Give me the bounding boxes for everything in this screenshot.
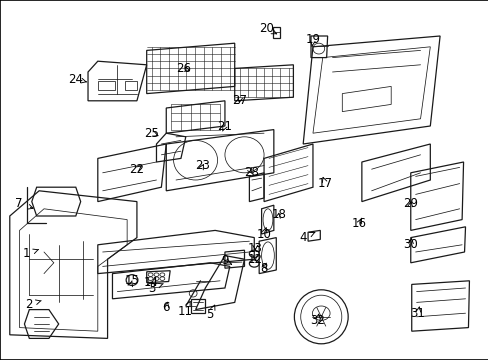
Text: 27: 27 <box>232 94 246 107</box>
Text: 26: 26 <box>176 62 190 75</box>
Text: 13: 13 <box>247 242 262 255</box>
Text: 14: 14 <box>144 276 159 289</box>
Text: 8: 8 <box>260 262 267 275</box>
Text: 15: 15 <box>124 274 139 287</box>
Text: 31: 31 <box>410 307 425 320</box>
Text: 28: 28 <box>244 166 259 179</box>
Text: 23: 23 <box>195 159 210 172</box>
Text: 4: 4 <box>299 231 314 244</box>
Text: 7: 7 <box>15 197 33 210</box>
Bar <box>124 81 137 90</box>
Text: 9: 9 <box>221 255 231 267</box>
Text: 10: 10 <box>256 228 271 240</box>
Text: 29: 29 <box>403 197 417 210</box>
Text: 21: 21 <box>217 120 232 132</box>
Text: 19: 19 <box>305 33 320 46</box>
Text: 32: 32 <box>310 314 325 327</box>
Text: 25: 25 <box>144 127 159 140</box>
Text: 30: 30 <box>403 238 417 251</box>
Text: 1: 1 <box>23 247 39 260</box>
Text: 12: 12 <box>247 253 262 266</box>
Text: 18: 18 <box>271 208 285 221</box>
Text: 16: 16 <box>351 217 366 230</box>
Text: 3: 3 <box>147 282 163 294</box>
Text: 5: 5 <box>206 305 215 321</box>
Text: 22: 22 <box>129 163 144 176</box>
Text: 17: 17 <box>317 177 332 190</box>
Text: 11: 11 <box>177 301 192 318</box>
Text: 6: 6 <box>162 301 170 314</box>
Bar <box>98 81 115 90</box>
Text: 2: 2 <box>25 298 41 311</box>
Text: 20: 20 <box>259 22 276 35</box>
Text: 24: 24 <box>68 73 86 86</box>
